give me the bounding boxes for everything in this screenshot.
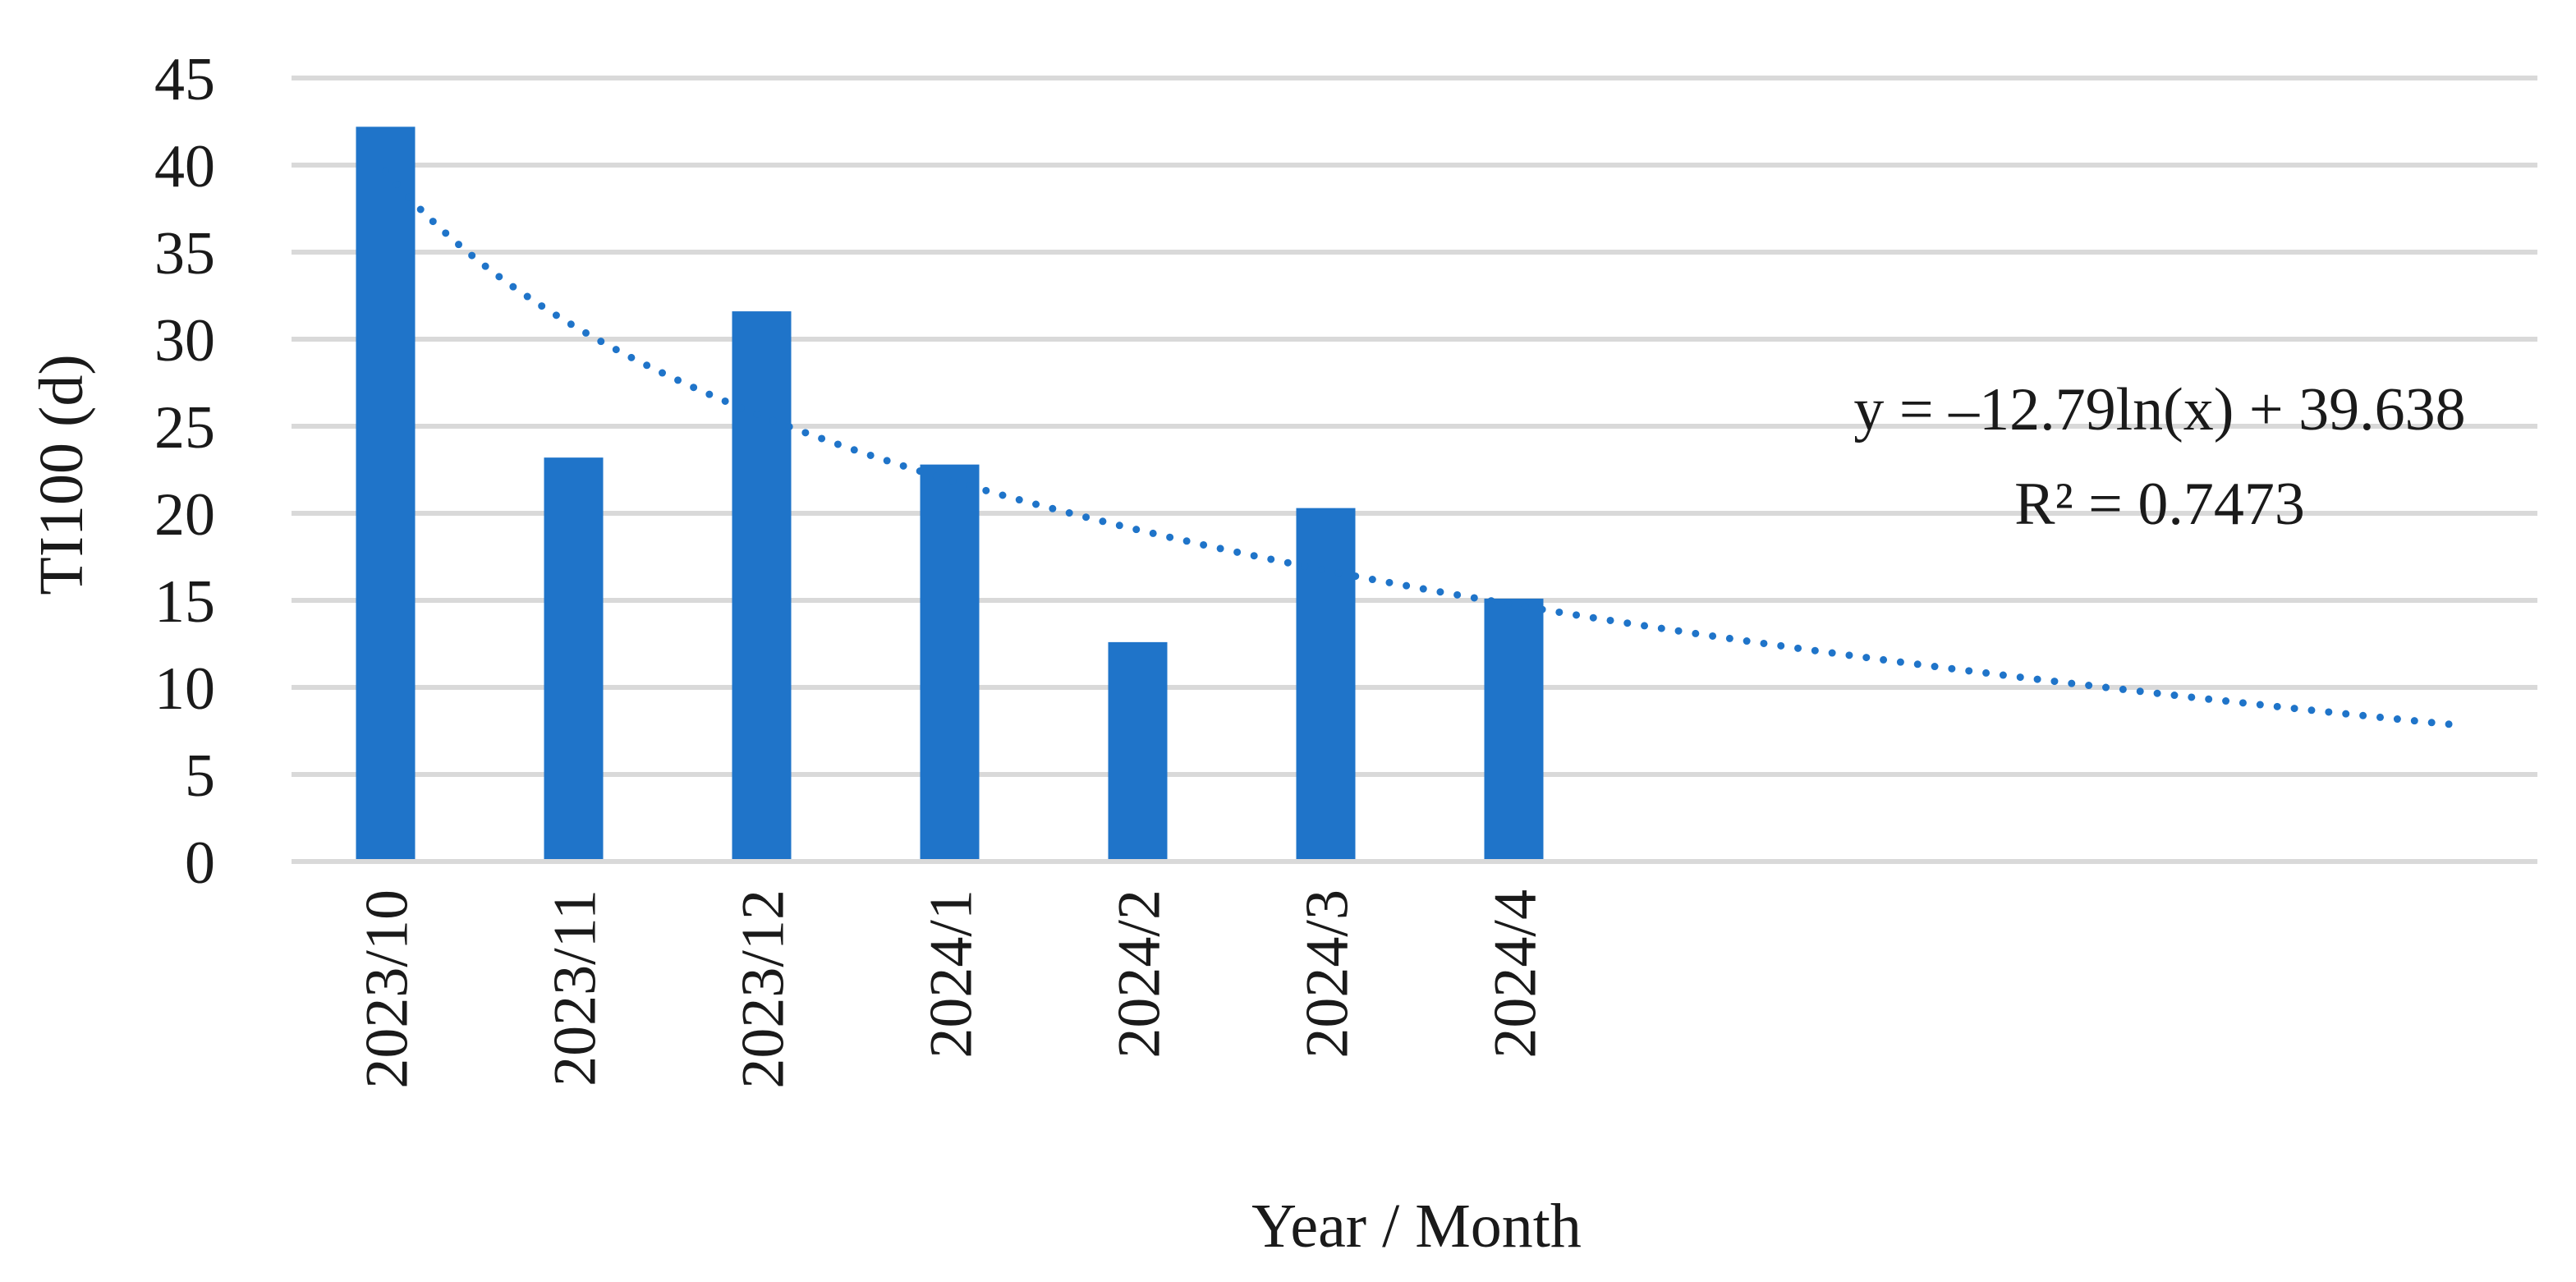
bar-2024/3 <box>1296 508 1356 859</box>
y-tick-label: 10 <box>154 655 215 723</box>
bar-2024/4 <box>1484 598 1544 859</box>
y-tick-label: 5 <box>185 742 215 810</box>
bar-2024/1 <box>920 464 980 859</box>
x-axis-title: Year / Month <box>1251 1192 1582 1261</box>
y-tick-labels: 0 5 10 15 20 25 30 35 40 45 <box>154 46 215 897</box>
y-tick-label: 35 <box>154 220 215 287</box>
y-tick-label: 45 <box>154 46 215 113</box>
x-tick-label: 2024/4 <box>1482 889 1550 1059</box>
x-tick-label: 2024/1 <box>918 889 985 1059</box>
y-tick-label: 20 <box>154 481 215 549</box>
y-tick-label: 40 <box>154 133 215 200</box>
trendline-equation: y = –12.79ln(x) + 39.638 <box>1853 376 2465 443</box>
bar-2023/10 <box>356 126 416 860</box>
bar-2023/12 <box>732 311 792 860</box>
gridlines <box>292 76 2537 864</box>
trendline-r-squared: R² = 0.7473 <box>2014 471 2305 538</box>
x-tick-label: 2023/10 <box>354 889 421 1089</box>
y-axis-title: TI100 (d) <box>27 354 96 595</box>
y-tick-label: 15 <box>154 568 215 636</box>
bar-2024/2 <box>1108 641 1168 859</box>
x-tick-label: 2023/12 <box>730 889 797 1089</box>
x-tick-labels: 2023/10 2023/11 2023/12 2024/1 2024/2 2024/3 2… <box>354 889 1550 1089</box>
x-tick-label: 2023/11 <box>542 889 609 1087</box>
y-tick-label: 25 <box>154 394 215 462</box>
trendline <box>382 168 2458 728</box>
y-tick-label: 0 <box>185 829 215 897</box>
x-tick-label: 2024/3 <box>1294 889 1361 1059</box>
y-tick-label: 30 <box>154 307 215 374</box>
bar-2023/11 <box>544 457 604 859</box>
x-tick-label: 2024/2 <box>1106 889 1173 1059</box>
bars <box>356 126 1544 860</box>
